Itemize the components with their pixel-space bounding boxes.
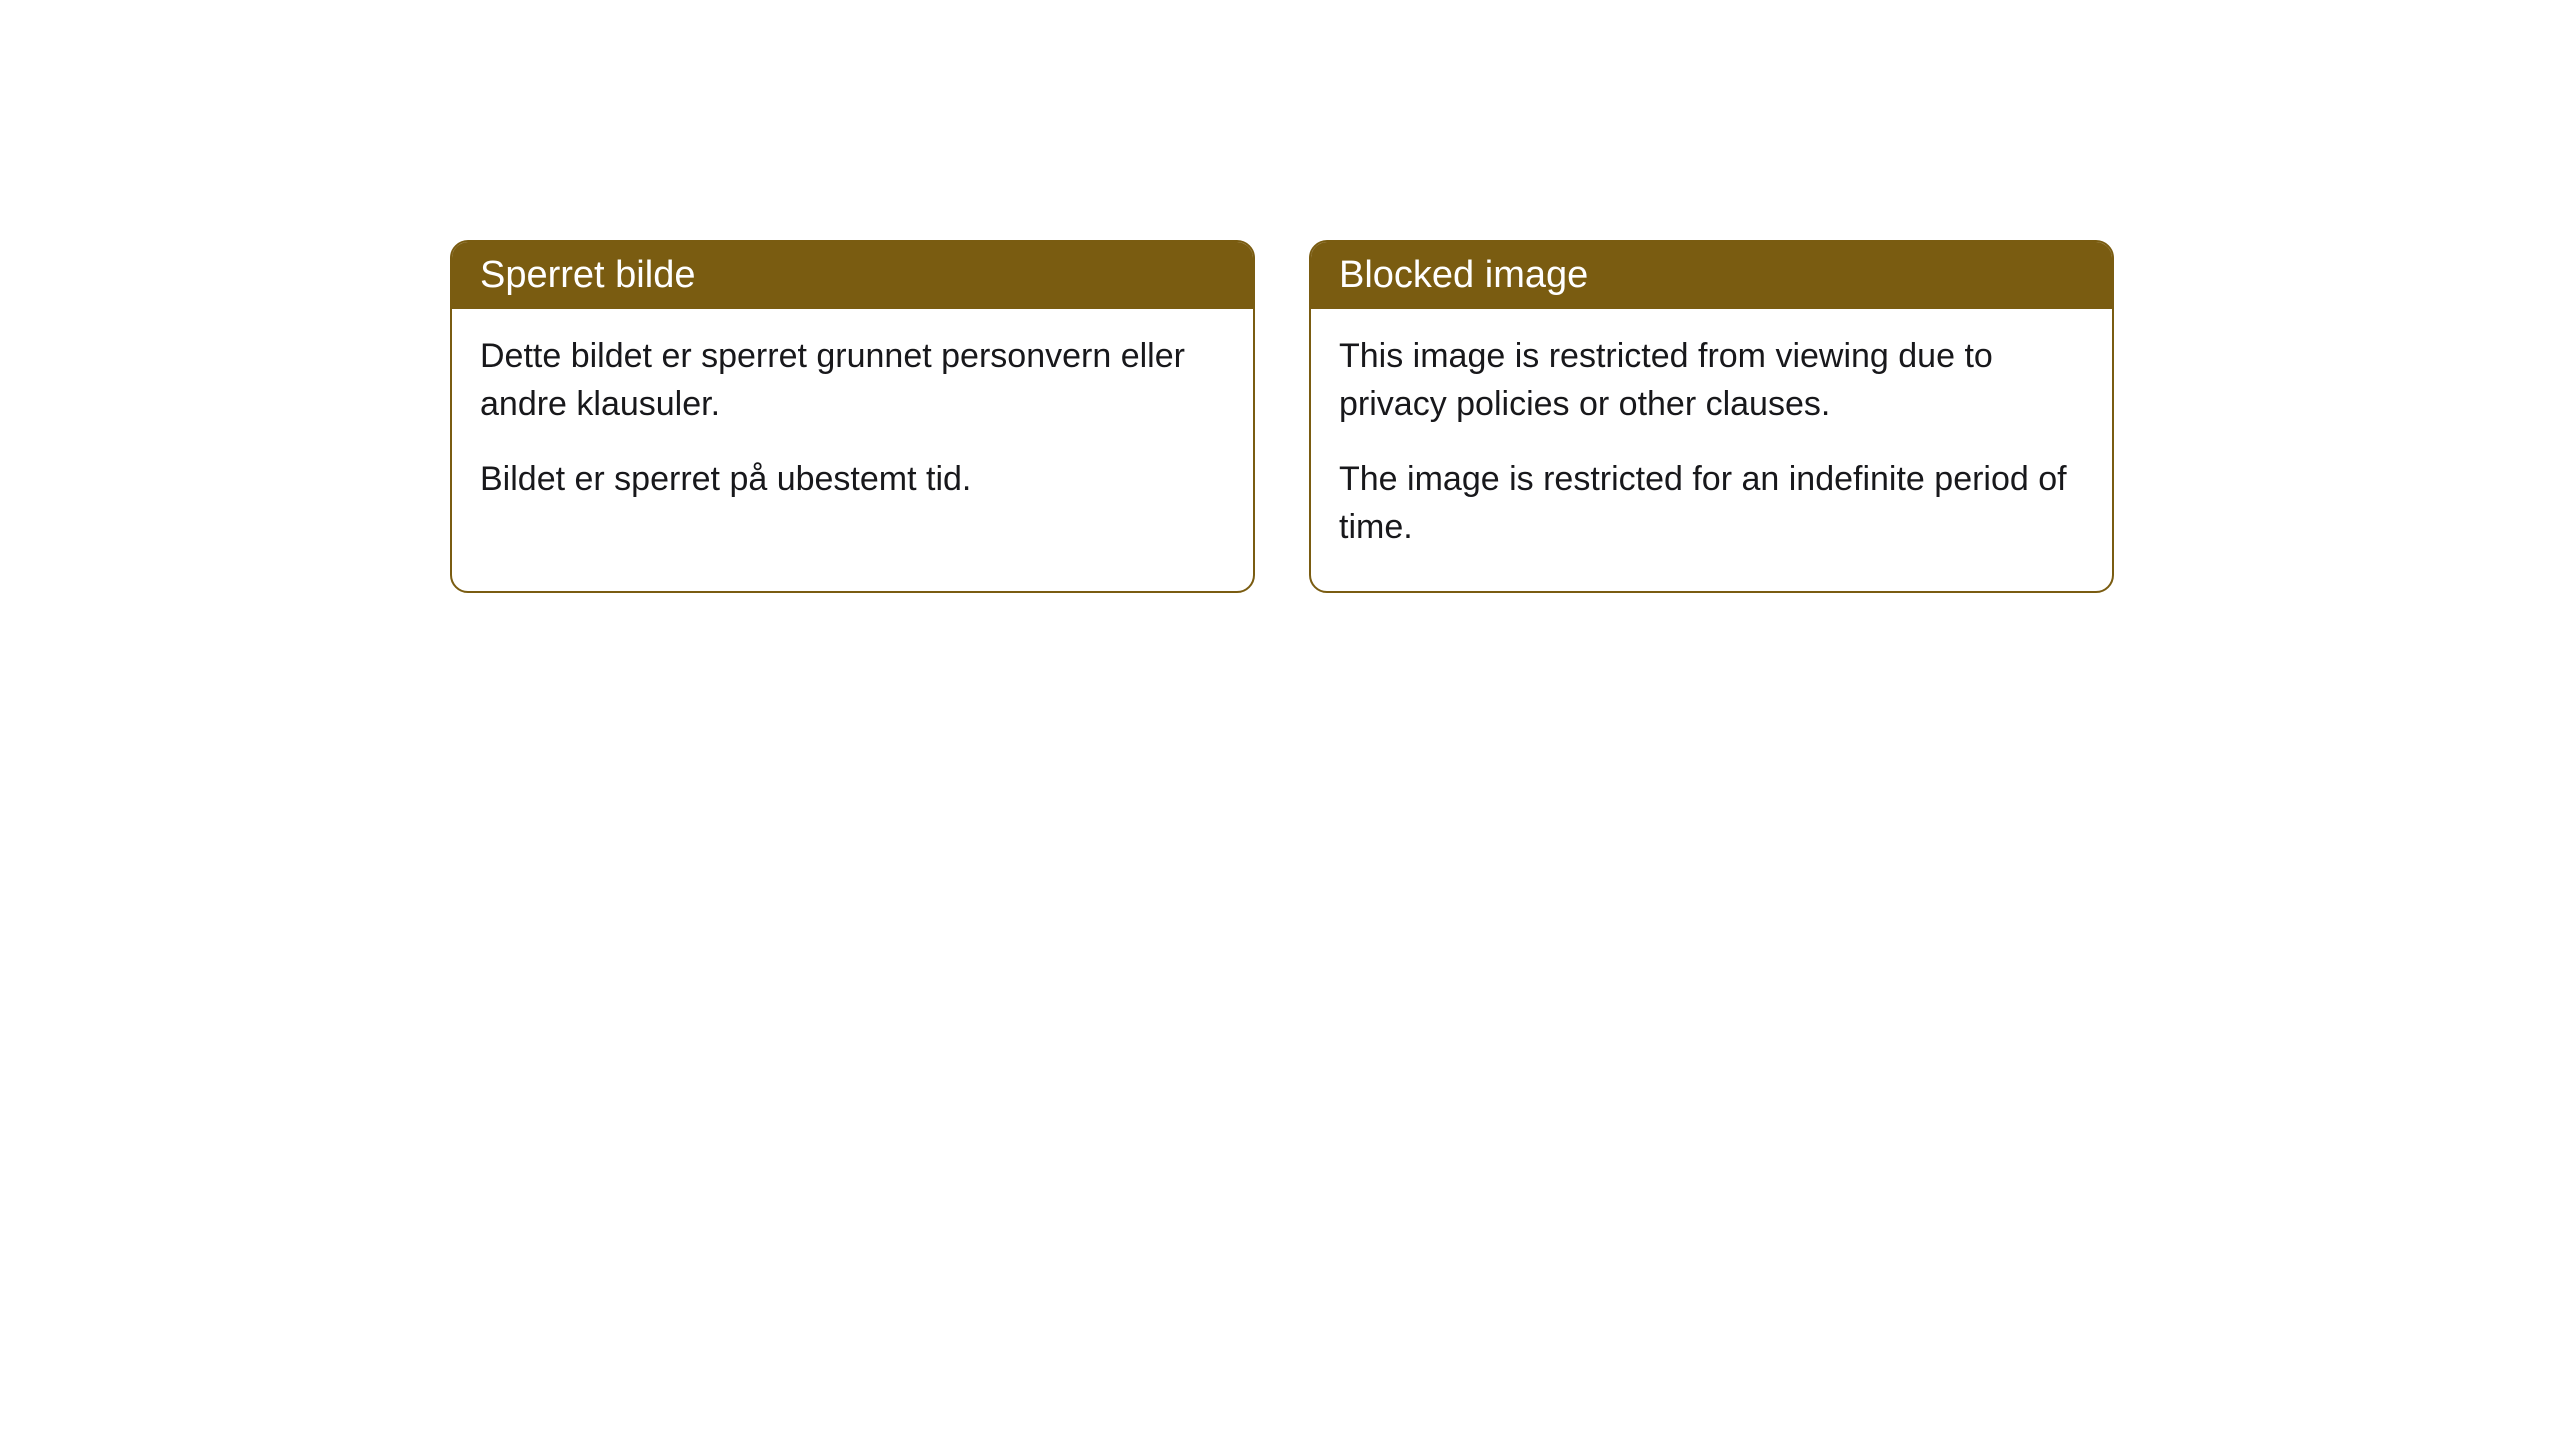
card-title-norwegian: Sperret bilde — [452, 242, 1253, 309]
card-title-english: Blocked image — [1311, 242, 2112, 309]
blocked-image-card-english: Blocked image This image is restricted f… — [1309, 240, 2114, 593]
card-paragraph-2-english: The image is restricted for an indefinit… — [1339, 456, 2084, 551]
notice-container: Sperret bilde Dette bildet er sperret gr… — [0, 0, 2560, 593]
card-paragraph-1-norwegian: Dette bildet er sperret grunnet personve… — [480, 333, 1225, 428]
blocked-image-card-norwegian: Sperret bilde Dette bildet er sperret gr… — [450, 240, 1255, 593]
card-paragraph-2-norwegian: Bildet er sperret på ubestemt tid. — [480, 456, 1225, 504]
card-paragraph-1-english: This image is restricted from viewing du… — [1339, 333, 2084, 428]
card-body-english: This image is restricted from viewing du… — [1311, 309, 2112, 591]
card-body-norwegian: Dette bildet er sperret grunnet personve… — [452, 309, 1253, 544]
